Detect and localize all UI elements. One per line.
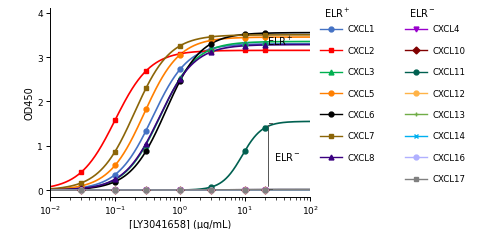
Text: CXCL17: CXCL17 [432, 174, 466, 183]
Text: CXCL14: CXCL14 [432, 132, 466, 141]
Text: ELR$^+$: ELR$^+$ [324, 7, 351, 20]
Text: ELR$^-$: ELR$^-$ [274, 150, 300, 162]
Text: CXCL13: CXCL13 [432, 110, 466, 120]
Text: CXCL7: CXCL7 [348, 132, 375, 141]
Text: CXCL10: CXCL10 [432, 46, 466, 56]
Text: CXCL4: CXCL4 [432, 25, 460, 34]
Text: CXCL6: CXCL6 [348, 110, 375, 120]
Text: CXCL12: CXCL12 [432, 89, 466, 98]
Text: ELR$^+$: ELR$^+$ [268, 34, 294, 47]
Text: CXCL11: CXCL11 [432, 68, 466, 77]
X-axis label: [LY3041658] (μg/mL): [LY3041658] (μg/mL) [129, 219, 231, 229]
Text: CXCL16: CXCL16 [432, 153, 466, 162]
Y-axis label: OD450: OD450 [24, 86, 34, 120]
Text: CXCL3: CXCL3 [348, 68, 375, 77]
Text: CXCL2: CXCL2 [348, 46, 375, 56]
Text: CXCL5: CXCL5 [348, 89, 375, 98]
Text: CXCL1: CXCL1 [348, 25, 375, 34]
Text: ELR$^-$: ELR$^-$ [409, 7, 436, 19]
Text: CXCL8: CXCL8 [348, 153, 375, 162]
